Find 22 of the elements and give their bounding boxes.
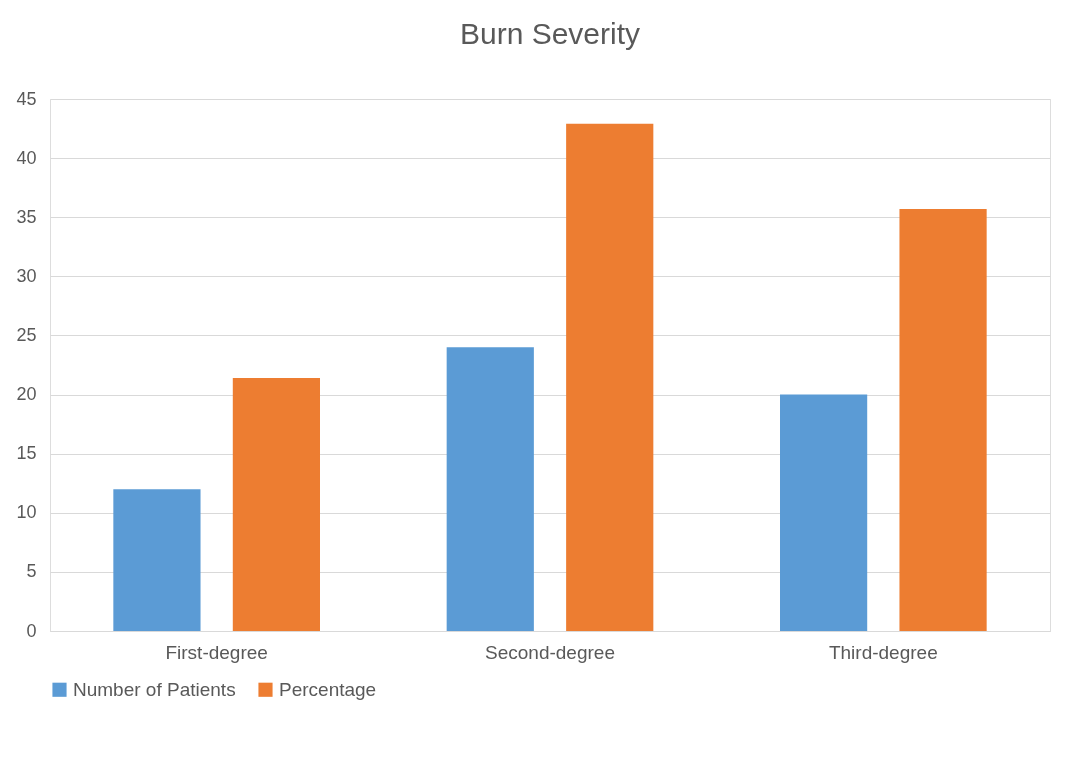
x-tick-label: First-degree: [165, 641, 268, 663]
y-tick-label: 45: [16, 88, 37, 109]
bar: [780, 394, 868, 631]
chart-title: Burn Severity: [459, 17, 641, 50]
legend-label: Percentage: [279, 678, 377, 700]
y-tick-label: 5: [26, 561, 37, 582]
bar: [566, 123, 654, 631]
bar: [232, 378, 320, 631]
x-tick-label: Second-degree: [485, 641, 615, 663]
y-tick-label: 40: [16, 147, 37, 168]
y-tick-label: 0: [26, 620, 37, 641]
y-tick-label: 20: [16, 384, 37, 405]
bar: [113, 489, 201, 631]
y-tick-label: 35: [16, 206, 37, 227]
y-tick-label: 30: [16, 265, 37, 286]
legend-label: Number of Patients: [73, 678, 236, 700]
bar: [899, 208, 987, 631]
bar: [446, 347, 534, 631]
y-tick-label: 10: [16, 502, 37, 523]
y-tick-label: 15: [16, 443, 37, 464]
y-tick-label: 25: [16, 324, 37, 345]
x-tick-label: Third-degree: [828, 641, 938, 663]
